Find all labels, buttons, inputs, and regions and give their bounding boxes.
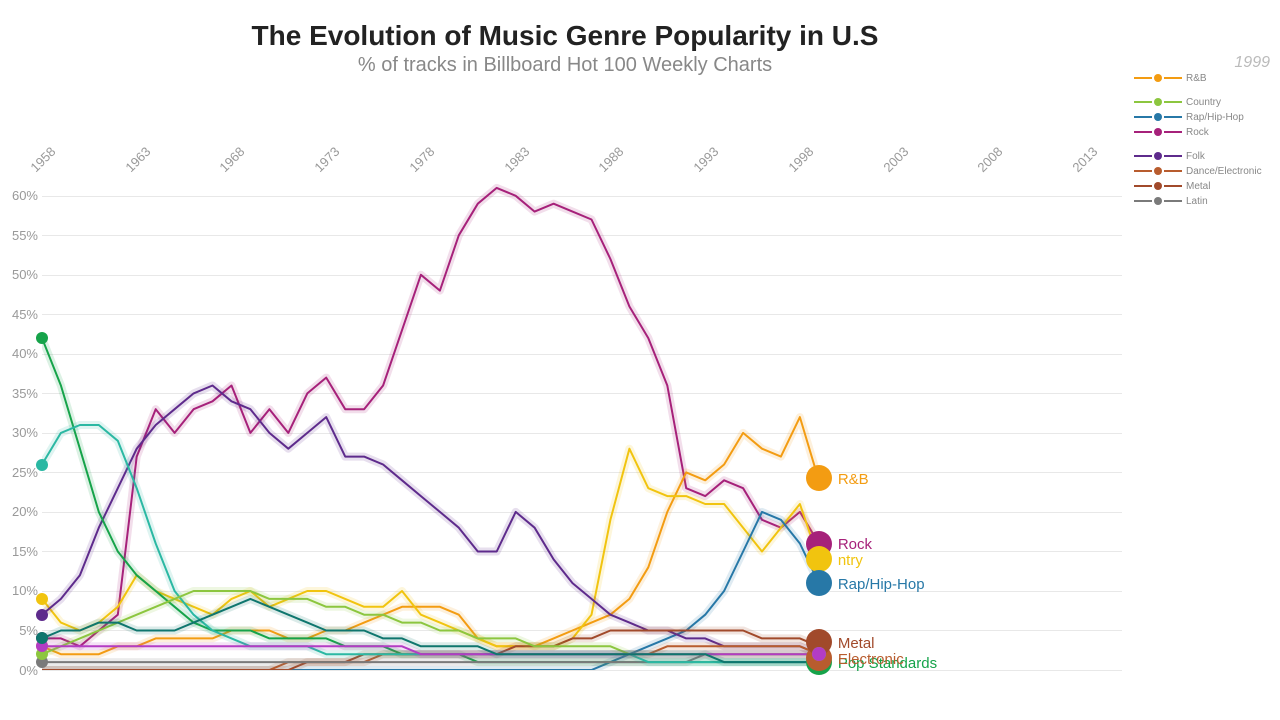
- start-dot: [36, 609, 48, 621]
- legend-swatch: [1134, 74, 1182, 82]
- legend-item: Rap/Hip-Hop: [1134, 110, 1274, 124]
- legend-swatch: [1134, 113, 1182, 121]
- series-end-label: Rap/Hip-Hop: [838, 576, 925, 593]
- y-axis-tick: 15%: [2, 544, 38, 559]
- legend-label: Rap/Hip-Hop: [1186, 112, 1244, 123]
- legend-block: Folk Dance/Electronic Metal Latin: [1134, 149, 1274, 208]
- legend-swatch: [1134, 128, 1182, 136]
- legend-block: Country Rap/Hip-Hop Rock: [1134, 95, 1274, 139]
- x-axis-tick: 2008: [975, 144, 1006, 175]
- legend-swatch: [1134, 182, 1182, 190]
- chart-title: The Evolution of Music Genre Popularity …: [0, 20, 1130, 52]
- gridline: [42, 670, 1122, 671]
- end-dot-gospel: [812, 647, 826, 661]
- start-dot: [36, 459, 48, 471]
- y-axis-tick: 55%: [2, 228, 38, 243]
- y-axis-tick: 0%: [2, 663, 38, 678]
- y-axis-tick: 40%: [2, 346, 38, 361]
- y-axis-tick: 30%: [2, 425, 38, 440]
- start-dot: [36, 332, 48, 344]
- legend-item: Dance/Electronic: [1134, 164, 1274, 178]
- legend-item: Latin: [1134, 194, 1274, 208]
- y-axis-tick: 50%: [2, 267, 38, 282]
- x-axis-tick: 1968: [217, 144, 248, 175]
- x-axis-tick: 1978: [406, 144, 437, 175]
- legend-label: Metal: [1186, 181, 1210, 192]
- start-dot: [36, 593, 48, 605]
- series-end-label: Electronic: [838, 651, 904, 668]
- x-axis-tick: 1983: [501, 144, 532, 175]
- legend-item: Rock: [1134, 125, 1274, 139]
- y-axis-tick: 20%: [2, 504, 38, 519]
- x-axis-tick: 1958: [27, 144, 58, 175]
- legend-swatch: [1134, 167, 1182, 175]
- series-end-label: ntry: [838, 552, 863, 569]
- legend: R&B Country Rap/Hip-Hop Rock Folk Dance/Elect…: [1134, 70, 1274, 218]
- x-axis-tick: 1963: [122, 144, 153, 175]
- y-axis-tick: 25%: [2, 465, 38, 480]
- x-axis-tick: 1973: [312, 144, 343, 175]
- x-axis-tick: 1993: [691, 144, 722, 175]
- legend-label: Rock: [1186, 127, 1209, 138]
- x-axis-tick: 2003: [880, 144, 911, 175]
- chart-area: 0%5%10%15%20%25%30%35%40%45%50%55%60%Roc…: [42, 180, 1122, 670]
- series-end-label: Rock: [838, 536, 872, 553]
- y-axis-tick: 60%: [2, 188, 38, 203]
- chart-subtitle: % of tracks in Billboard Hot 100 Weekly …: [0, 54, 1130, 77]
- end-dot-country: [806, 546, 832, 572]
- legend-label: Folk: [1186, 151, 1205, 162]
- x-axis-tick: 2013: [1069, 144, 1100, 175]
- legend-swatch: [1134, 152, 1182, 160]
- legend-item: Country: [1134, 95, 1274, 109]
- legend-block: R&B: [1134, 71, 1274, 85]
- legend-label: Dance/Electronic: [1186, 166, 1262, 177]
- legend-item: R&B: [1134, 71, 1274, 85]
- legend-label: R&B: [1186, 73, 1207, 84]
- legend-item: Folk: [1134, 149, 1274, 163]
- end-dot-rap-hip-hop: [806, 570, 832, 596]
- series-end-label: Metal: [838, 635, 875, 652]
- end-dot-r-b: [806, 465, 832, 491]
- title-block: The Evolution of Music Genre Popularity …: [0, 20, 1130, 77]
- legend-swatch: [1134, 98, 1182, 106]
- legend-label: Latin: [1186, 196, 1208, 207]
- legend-label: Country: [1186, 97, 1221, 108]
- y-axis-tick: 10%: [2, 583, 38, 598]
- y-axis-tick: 45%: [2, 307, 38, 322]
- legend-swatch: [1134, 197, 1182, 205]
- x-axis-tick: 1998: [785, 144, 816, 175]
- series-end-label: R&B: [838, 471, 869, 488]
- legend-item: Metal: [1134, 179, 1274, 193]
- y-axis-tick: 5%: [2, 623, 38, 638]
- lines-layer: [42, 180, 1122, 670]
- x-axis-tick: 1988: [596, 144, 627, 175]
- y-axis-tick: 35%: [2, 386, 38, 401]
